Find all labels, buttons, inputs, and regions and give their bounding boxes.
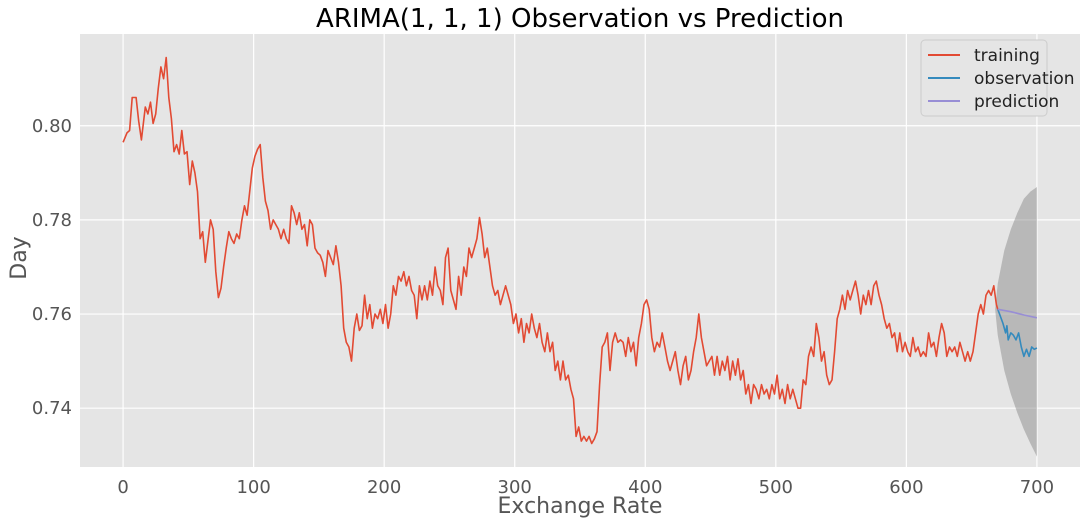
confidence-band [995, 186, 1037, 457]
legend-label-training: training [974, 46, 1040, 66]
series-line-training [122, 56, 999, 445]
y-axis-ticks: 0.74 0.76 0.78 0.80 [32, 116, 72, 419]
x-axis-ticks: 0 100 200 300 400 500 600 700 [117, 477, 1054, 498]
x-tick-label: 700 [1020, 477, 1054, 498]
y-tick-label: 0.78 [32, 210, 72, 231]
x-tick-label: 500 [759, 477, 793, 498]
series-lines [122, 56, 1038, 445]
y-axis-label: Day [7, 236, 32, 279]
x-tick-label: 300 [498, 477, 532, 498]
y-tick-label: 0.80 [32, 116, 72, 137]
series-line-prediction [997, 308, 1038, 319]
legend-box [920, 39, 1048, 117]
chart-title: ARIMA(1, 1, 1) Observation vs Prediction [316, 4, 844, 34]
series-line-observation [997, 309, 1038, 358]
legend-label-observation: observation [974, 69, 1075, 89]
y-tick-label: 0.74 [32, 398, 72, 419]
x-tick-label: 600 [889, 477, 923, 498]
y-tick-label: 0.76 [32, 304, 72, 325]
plot-area [80, 34, 1080, 467]
x-tick-label: 0 [117, 477, 128, 498]
legend: training observation prediction [920, 39, 1075, 117]
x-tick-label: 100 [236, 477, 270, 498]
confidence-band-area [995, 186, 1037, 457]
x-tick-label: 400 [628, 477, 662, 498]
legend-label-prediction: prediction [974, 92, 1059, 112]
x-axis-label: Exchange Rate [498, 494, 663, 519]
x-tick-label: 200 [367, 477, 401, 498]
